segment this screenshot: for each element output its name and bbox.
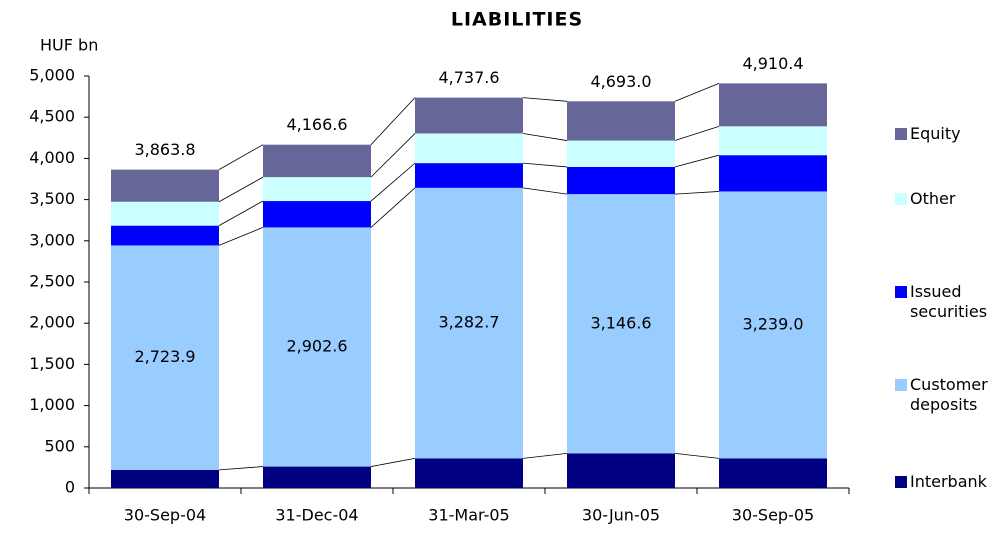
legend-swatch (895, 286, 907, 298)
x-tick-label: 31-Mar-05 (428, 506, 509, 525)
y-tick-label: 1,000 (29, 395, 75, 414)
y-tick-label: 4,000 (29, 148, 75, 167)
y-tick-label: 0 (65, 478, 75, 497)
connector (522, 187, 568, 195)
bar-segment (263, 466, 371, 488)
chart-title: LIABILITIES (451, 9, 583, 31)
bar-segment (415, 163, 523, 188)
data-label: 2,723.9 (134, 347, 195, 366)
bar-segment (719, 458, 827, 488)
legend-label: Interbank (910, 472, 987, 491)
connector (218, 200, 264, 226)
connector (218, 176, 264, 203)
bar-segment (263, 227, 371, 467)
bar-segment (111, 245, 219, 470)
total-label: 4,693.0 (590, 72, 651, 91)
legend-label: Issued securities (910, 282, 988, 321)
legend-swatch (895, 476, 907, 488)
legend-swatch (895, 379, 907, 391)
connector (522, 133, 568, 141)
connector (674, 154, 720, 168)
y-tick-label: 2,000 (29, 313, 75, 332)
bar-segment (567, 140, 675, 167)
data-label: 3,239.0 (742, 314, 803, 333)
connector (674, 452, 720, 459)
connector (370, 162, 416, 202)
data-label: 3,282.7 (438, 313, 499, 332)
bar-segment (263, 177, 371, 202)
connector (522, 162, 568, 168)
connector (674, 83, 720, 102)
total-label: 4,737.6 (438, 68, 499, 87)
connector (218, 144, 264, 170)
bar-segment (719, 155, 827, 192)
bar-segment (415, 187, 523, 459)
legend-label: Equity (910, 124, 961, 143)
legend-label: Customer deposits (910, 375, 988, 414)
y-tick-label: 3,000 (29, 230, 75, 249)
y-tick-label: 5,000 (29, 66, 75, 85)
connector (370, 187, 416, 228)
legend-swatch (895, 128, 907, 140)
data-label: 3,146.6 (590, 313, 651, 332)
y-tick-label: 3,500 (29, 189, 75, 208)
legend-swatch (895, 193, 907, 205)
bar-segment (719, 126, 827, 156)
bar-segment (111, 201, 219, 226)
y-tick-label: 1,500 (29, 354, 75, 373)
data-label: 2,902.6 (286, 336, 347, 355)
bar-segment (111, 469, 219, 488)
connector (522, 97, 568, 102)
bar-segment (415, 458, 523, 488)
total-label: 4,910.4 (742, 54, 803, 73)
bar-segment (567, 166, 675, 195)
connector (370, 457, 416, 467)
bar-segment (415, 133, 523, 164)
connector (522, 452, 568, 459)
bar-segment (263, 144, 371, 178)
bar-segment (567, 194, 675, 454)
connector (370, 133, 416, 178)
x-tick-label: 31-Dec-04 (275, 506, 358, 525)
y-tick-label: 500 (44, 436, 75, 455)
y-tick-label: 4,500 (29, 107, 75, 126)
connector (370, 97, 416, 145)
bar-segment (567, 453, 675, 488)
y-axis-label: HUF bn (40, 36, 98, 55)
bar-segment (719, 191, 827, 459)
bar-segment (263, 201, 371, 228)
bar-segment (567, 101, 675, 141)
bar-segment (415, 97, 523, 134)
x-tick-label: 30-Sep-05 (732, 506, 814, 525)
x-tick-label: 30-Sep-04 (124, 506, 206, 525)
bar-segment (719, 83, 827, 127)
total-label: 3,863.8 (134, 140, 195, 159)
bar-segment (111, 169, 219, 202)
connector (674, 125, 720, 141)
connector (218, 227, 264, 246)
connector (674, 191, 720, 195)
legend-label: Other (910, 189, 956, 208)
y-tick-label: 2,500 (29, 272, 75, 291)
connector (218, 466, 264, 471)
bar-segment (111, 225, 219, 246)
total-label: 4,166.6 (286, 115, 347, 134)
x-tick-label: 30-Jun-05 (582, 506, 660, 525)
